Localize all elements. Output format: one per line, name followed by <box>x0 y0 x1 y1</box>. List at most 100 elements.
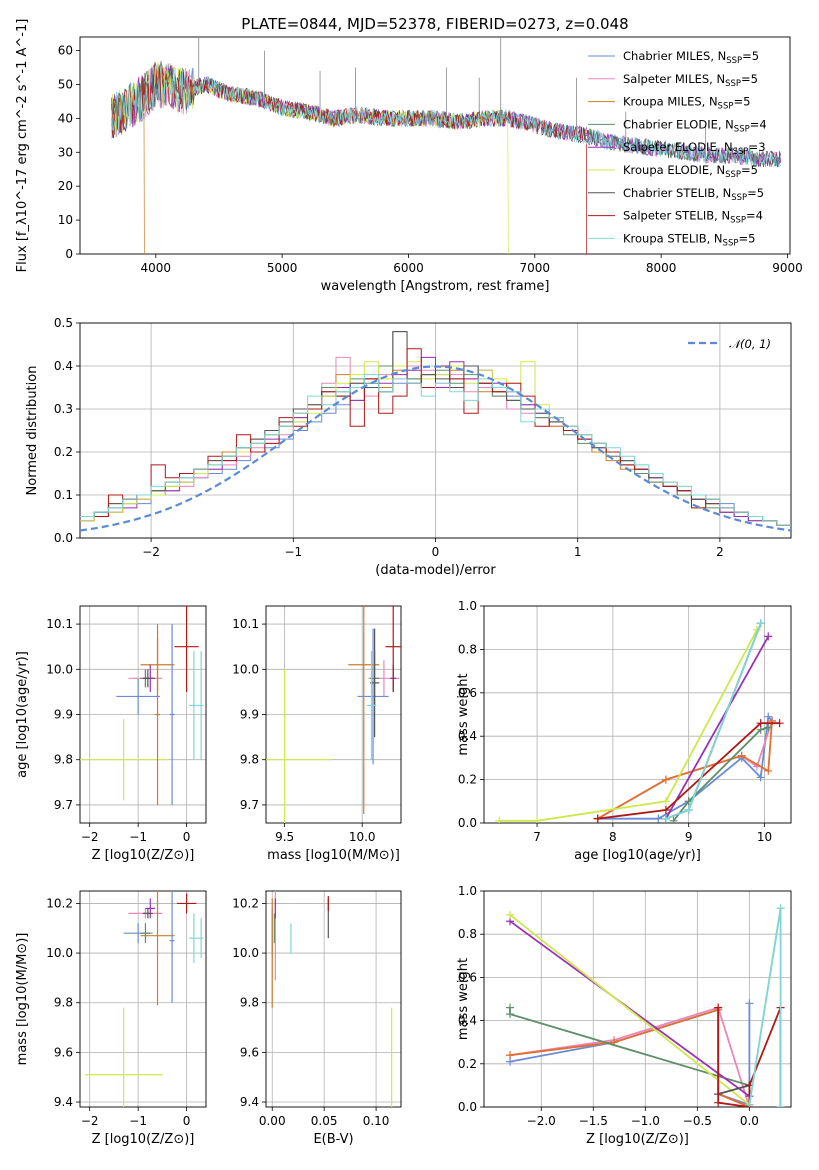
axes-frame <box>265 890 402 1108</box>
weight-series-line <box>509 1006 751 1107</box>
y-axis-label: mass weight <box>456 958 471 1040</box>
weight-point-marker <box>506 1010 515 1019</box>
errorbar-points <box>271 891 393 1107</box>
y-tick-label: 0.0 <box>54 531 73 545</box>
x-tick-label: −2 <box>81 830 99 844</box>
legend-label-value: =5 <box>747 186 764 200</box>
x-tick-label: −1.5 <box>579 1114 608 1128</box>
weight-point-marker <box>669 816 678 823</box>
axes-frame <box>483 890 792 1108</box>
weight-point-marker <box>756 719 765 728</box>
x-tick-label: 8000 <box>646 261 677 275</box>
residuals-panel: −2 −1 0 1 2 0.0 0.1 0.2 0.3 0.4 0.5 (data-model)/er… <box>25 316 792 578</box>
x-tick-label: 5000 <box>267 261 298 275</box>
weight-point-marker <box>764 766 773 775</box>
y-tick-label: 10.0 <box>232 662 259 676</box>
y-tick-label: 9.4 <box>240 1095 259 1109</box>
y-tick-label: 9.9 <box>54 708 73 722</box>
y-tick-label: 10.1 <box>232 617 259 631</box>
weight-point-marker <box>661 805 670 814</box>
x-tick-label: 10.0 <box>349 830 376 844</box>
x-tick-label: −2.0 <box>527 1114 556 1128</box>
x-tick-label: −1 <box>129 830 147 844</box>
weight-series-line <box>672 726 769 822</box>
mass-vs-z-panel: −2 −1 0 9.4 9.6 9.8 10.0 10.2 Z [log10(Z/Z⊙)] mas… <box>15 890 207 1147</box>
weight-point-marker <box>776 904 785 913</box>
y-tick-label: 0.3 <box>54 402 73 416</box>
errorbar-points <box>80 606 204 805</box>
legend-label-main: Salpeter ELODIE, N <box>623 140 733 154</box>
y-tick-label: 0.2 <box>54 445 73 459</box>
axes-frame <box>265 605 402 824</box>
weight-series-line <box>597 722 780 820</box>
y-tick-label: 10.0 <box>46 946 73 960</box>
weight-point-marker <box>764 632 773 641</box>
x-tick-label: 0.05 <box>311 1114 338 1128</box>
y-axis-label: Normed distribution <box>25 366 40 496</box>
x-axis-label: mass [log10(M/M⊙)] <box>267 848 400 863</box>
y-tick-label: 9.6 <box>240 1045 259 1059</box>
x-tick-label: 7 <box>533 830 541 844</box>
legend-label-subscript: SSP <box>725 79 741 89</box>
legend-label-main: Salpeter STELIB, N <box>623 209 730 223</box>
y-tick-label: 0.2 <box>458 1057 477 1071</box>
legend-label-value: =5 <box>742 49 759 63</box>
legend-label-main: Chabrier ELODIE, N <box>623 117 734 131</box>
legend-label: Salpeter MILES, NSSP=5 <box>623 72 758 89</box>
spectrum-lines <box>111 37 782 254</box>
legend-label-subscript: SSP <box>734 124 750 134</box>
legend-label: Salpeter ELODIE, NSSP=3 <box>623 140 766 157</box>
y-tick-label: 10.0 <box>232 946 259 960</box>
x-axis-label: wavelength [Angstrom, rest frame] <box>321 279 550 294</box>
y-tick-label: 50 <box>58 77 73 91</box>
y-tick-label: 60 <box>58 44 73 58</box>
y-tick-label: 10.2 <box>46 896 73 910</box>
x-tick-label: 4000 <box>141 261 172 275</box>
y-tick-label: 1.0 <box>458 884 477 898</box>
y-tick-label: 1.0 <box>458 599 477 613</box>
weight-point-marker <box>684 805 693 814</box>
weight-point-marker <box>506 1051 515 1060</box>
weight-lines <box>506 904 785 1107</box>
weight-point-marker <box>764 723 773 732</box>
legend-label-value: =3 <box>749 140 766 154</box>
legend-label-subscript: SSP <box>726 56 742 66</box>
weight-point-marker <box>737 751 746 760</box>
legend-label-value: =5 <box>741 72 758 86</box>
weight-point-marker <box>661 814 670 823</box>
age-vs-z-panel: −2 −1 0 9.7 9.8 9.9 10.0 10.1 Z [log10(Z/Z⊙)] age… <box>15 605 207 863</box>
x-axis-label: age [log10(age/yr)] <box>574 848 701 863</box>
weight-point-marker <box>495 816 504 823</box>
y-tick-label: 10.2 <box>232 896 259 910</box>
y-tick-label: 0.6 <box>458 686 477 700</box>
y-tick-label: 9.7 <box>54 798 73 812</box>
x-tick-label: 1 <box>574 545 582 559</box>
weight-point-marker <box>506 910 515 919</box>
legend-label-main: Chabrier MILES, N <box>623 49 726 63</box>
x-tick-label: 9 <box>685 830 693 844</box>
y-tick-label: 9.8 <box>240 753 259 767</box>
weight-point-marker <box>745 999 754 1008</box>
y-tick-label: 9.8 <box>54 996 73 1010</box>
figure-title: PLATE=0844, MJD=52378, FIBERID=0273, z=0… <box>241 15 628 33</box>
weight-point-marker <box>533 816 542 823</box>
y-tick-label: 0.4 <box>54 359 73 373</box>
weight-point-marker <box>775 719 784 728</box>
x-tick-label: 8 <box>609 830 617 844</box>
y-axis-label: mass [log10(M/M⊙)] <box>15 933 30 1066</box>
y-tick-label: 9.8 <box>240 996 259 1010</box>
y-tick-label: 0.2 <box>458 773 477 787</box>
legend-label-value: =5 <box>741 163 758 177</box>
y-tick-label: 10.0 <box>46 662 73 676</box>
y-tick-label: 0.8 <box>458 642 477 656</box>
axes-frame <box>483 605 792 824</box>
y-tick-label: 0.1 <box>54 488 73 502</box>
axes-frame <box>79 36 791 255</box>
y-tick-label: 0.5 <box>54 316 73 330</box>
legend-label: Chabrier ELODIE, NSSP=4 <box>623 117 767 134</box>
legend-label: Chabrier MILES, NSSP=5 <box>623 49 759 66</box>
x-tick-label: −2 <box>142 545 160 559</box>
y-tick-label: 20 <box>58 179 73 193</box>
weight-point-marker <box>661 775 670 784</box>
x-axis-label: Z [log10(Z/Z⊙)] <box>92 848 195 863</box>
